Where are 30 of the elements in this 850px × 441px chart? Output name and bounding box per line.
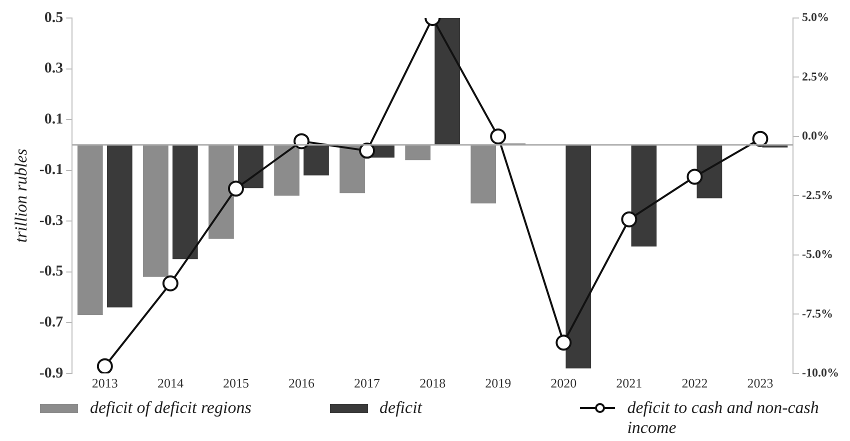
y-tick-label: 0.3 <box>44 60 64 77</box>
x-tick-label: 2021 <box>616 376 642 391</box>
y-axis-title: trillion rubles <box>12 148 31 243</box>
y2-tick-label: 5.0% <box>802 10 830 24</box>
y2-tick-label: -10.0% <box>802 365 840 380</box>
x-tick-label: 2016 <box>288 376 316 391</box>
x-tick-label: 2015 <box>222 376 249 391</box>
x-tick-label: 2017 <box>354 376 381 391</box>
y-tick-label: -0.5 <box>39 264 64 280</box>
x-tick-label: 2018 <box>420 376 446 391</box>
y2-tick-label: 0.0% <box>802 128 830 143</box>
y-tick-label: -0.3 <box>39 212 64 229</box>
y-tick-label: 0.1 <box>44 111 64 128</box>
y2-tick-label: -7.5% <box>802 306 834 320</box>
y2-tick-label: -5.0% <box>802 247 834 262</box>
y-tick-label: -0.7 <box>39 314 64 331</box>
x-tick-label: 2022 <box>682 376 708 391</box>
y-tick-label: -0.9 <box>39 365 64 382</box>
x-tick-label: 2013 <box>92 376 118 391</box>
x-tick-label: 2020 <box>550 376 577 391</box>
legend-label: deficit of deficit regions <box>90 398 252 418</box>
y-tick-label: 0.5 <box>44 10 64 26</box>
legend-label: deficit <box>380 398 422 418</box>
y-tick-label: -0.1 <box>39 162 64 178</box>
y2-tick-label: -2.5% <box>802 188 834 202</box>
legend-label: deficit to cash and non-cash income <box>627 398 820 438</box>
y2-tick-label: 2.5% <box>802 69 830 84</box>
x-tick-label: 2014 <box>157 376 184 391</box>
x-tick-label: 2023 <box>747 376 774 391</box>
x-tick-label: 2019 <box>485 376 512 391</box>
